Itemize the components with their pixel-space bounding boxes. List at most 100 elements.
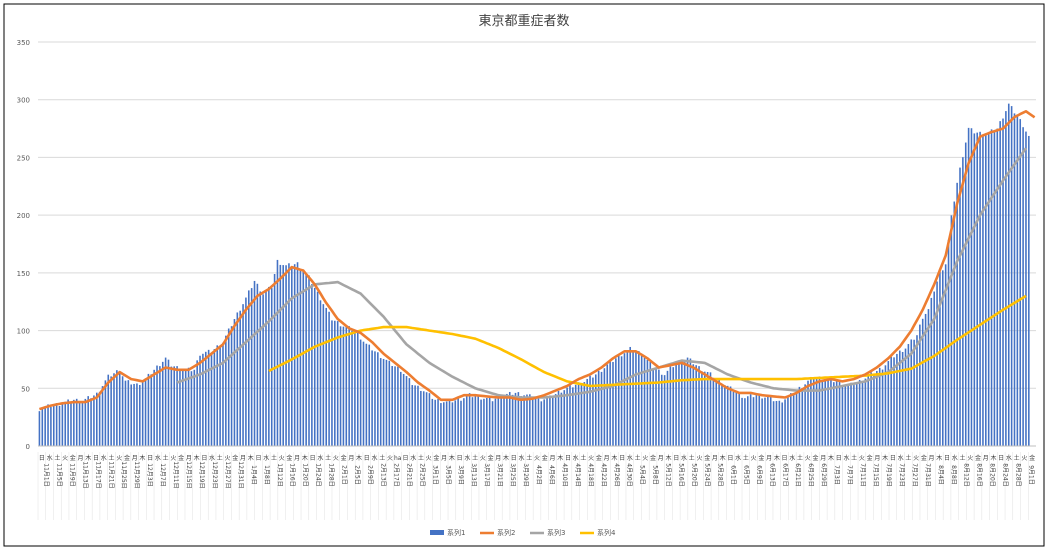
series1-bar [362,341,365,446]
x-date-label: 1月16日 [289,463,296,486]
series1-bar [589,375,591,446]
series1-bar [830,378,832,446]
x-weekday-label: 日 [727,455,733,462]
series1-bar [259,291,262,446]
series1-bar [73,399,75,446]
x-weekday-label: 火 [642,455,648,462]
series1-bar [752,397,755,446]
series1-bar [173,366,176,446]
series1-bar [417,385,419,446]
series1-bar [583,382,586,446]
series1-bar [210,352,213,446]
x-weekday-label: 火 [333,455,339,462]
series1-bar [61,403,64,446]
x-weekday-label: 土 [54,454,60,462]
y-tick-label: 300 [17,97,30,105]
series1-bar [374,351,376,446]
series1-bar [399,371,402,446]
series1-bar [913,339,915,446]
y-tick-label: 150 [17,270,30,278]
series1-bar [296,262,299,446]
series1-bar [738,392,740,446]
series1-bar [600,371,603,446]
series1-bar [325,307,328,446]
series1-bar [219,346,221,446]
series1-bar [566,387,568,446]
x-weekday-label: 金 [650,454,656,462]
series1-bar [781,402,783,446]
x-weekday-label: 火 [696,455,702,462]
y-tick-label: 50 [21,385,30,393]
x-date-label: 3月9日 [457,465,464,485]
x-weekday-label: 月 [78,455,84,462]
x-date-label: 1月20日 [302,463,309,486]
x-weekday-label: 日 [39,455,45,462]
series1-bar [480,399,482,446]
series1-bar [141,381,144,446]
x-weekday-label: 日 [511,455,517,462]
series1-bar [709,372,712,446]
series1-bar [268,286,270,446]
series1-bar [425,392,428,446]
series1-bar [397,366,399,446]
series1-bar [408,378,411,446]
series1-bar [729,386,732,446]
x-weekday-label: 月 [240,455,246,462]
series1-bar [199,355,201,446]
x-date-label: 12月19日 [198,461,205,488]
series1-bar [898,350,901,446]
series1-bar [233,319,236,446]
series1-bar [110,376,112,446]
series1-bar [689,358,692,446]
series1-bar [58,405,61,446]
series1-bar [222,342,224,446]
series1-bar [55,403,58,446]
series1-bar [703,371,706,446]
series1-bar [245,297,247,446]
x-weekday-label: 月 [658,455,664,462]
x-date-label: 3月5日 [444,465,451,485]
series1-bar [121,376,124,446]
series1-bar [595,374,597,446]
series1-bar [557,390,560,446]
series1-bar [391,366,393,446]
x-date-label: 8月20日 [989,463,996,486]
series1-bar [749,394,752,446]
x-date-label: 2月1日 [341,465,348,485]
x-date-label: 12月15日 [185,461,192,488]
x-date-label: 5月28日 [717,463,724,486]
x-date-label: 8月4日 [937,465,944,485]
x-weekday-label: 木 [85,454,91,462]
series1-bar [345,326,348,446]
x-weekday-label: 木 [248,454,254,462]
x-weekday-label: 火 [588,455,594,462]
series1-bar [497,396,500,446]
series1-bar [606,364,609,446]
series1-bar [437,399,439,446]
series1-bar [405,376,408,446]
series1-bar [47,404,49,446]
series1-bar [133,383,135,446]
series1-bar [543,399,545,446]
series1-bar [551,397,554,446]
x-weekday-label: 月 [929,455,935,462]
x-weekday-label: 木 [828,454,834,462]
series1-bar [942,270,944,446]
series1-bar [276,259,279,446]
series1-bar [388,360,391,446]
x-date-label: 12月27日 [224,461,231,488]
series1-bar [976,132,978,446]
series1-bar [247,290,250,446]
series1-bar [308,275,310,446]
x-weekday-label: 木 [194,454,200,462]
x-weekday-label: 土 [472,454,478,462]
y-tick-label: 250 [17,154,30,162]
series1-bar [767,396,769,446]
series1-bar [744,398,746,446]
x-weekday-label: 金 [596,454,602,462]
series1-bar [139,384,141,446]
x-weekday-label: 金 [433,454,439,462]
series1-bar [288,263,290,446]
x-weekday-label: 金 [341,454,347,462]
series1-bar [336,321,339,446]
